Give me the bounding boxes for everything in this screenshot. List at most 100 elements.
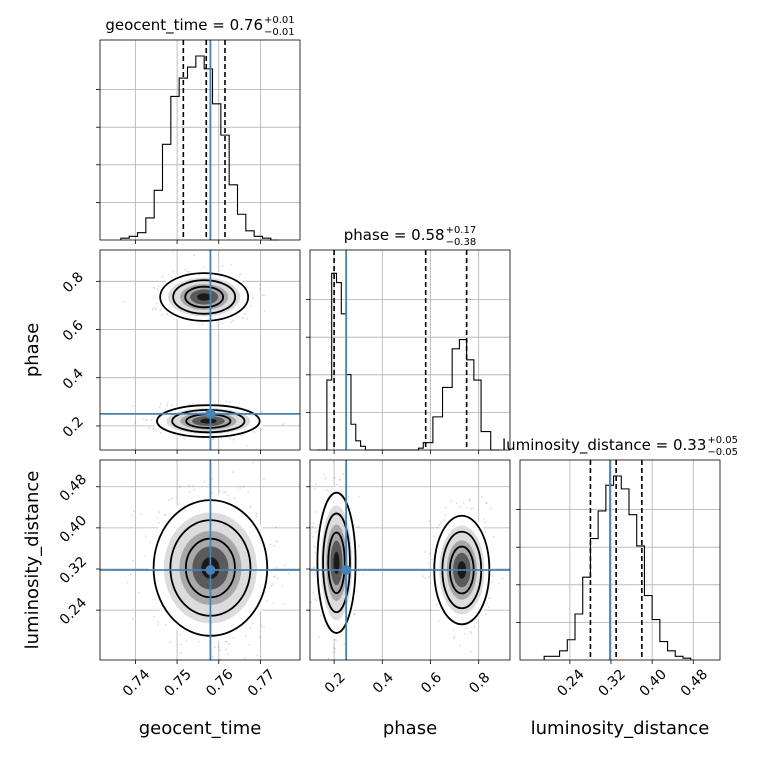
sample-point [469, 500, 471, 502]
sample-point [239, 487, 241, 489]
sample-point [145, 419, 147, 421]
x-tick-label: 0.75 [162, 666, 195, 699]
sample-point [259, 636, 261, 639]
sample-point [188, 403, 191, 406]
axes-frame [309, 249, 511, 451]
sample-point [228, 643, 230, 645]
sample-point [170, 404, 173, 407]
sample-point [189, 491, 192, 493]
sample-point [424, 577, 426, 579]
sample-point [144, 535, 147, 537]
sample-point [283, 603, 286, 605]
sample-point [325, 489, 328, 491]
sample-point [219, 490, 222, 492]
sample-point [252, 461, 254, 464]
sample-point [232, 438, 235, 441]
sample-point [183, 437, 185, 440]
sample-point [450, 500, 452, 503]
sample-point [470, 650, 472, 653]
truth-marker [205, 408, 216, 419]
sample-point [463, 633, 466, 635]
sample-point [275, 526, 277, 528]
sample-point [357, 526, 360, 528]
sample-point [249, 505, 252, 507]
sample-point [263, 310, 266, 313]
sample-point [157, 621, 159, 624]
sample-point [422, 575, 425, 577]
sample-point [247, 491, 249, 493]
sample-point [152, 428, 155, 431]
sample-point [270, 585, 273, 587]
sample-point [232, 637, 234, 640]
sample-point [470, 632, 473, 635]
title-plus: +0.01 [264, 15, 295, 26]
sample-point [491, 581, 493, 583]
sample-point [427, 561, 430, 564]
sample-point [314, 552, 317, 554]
axes-frame [309, 459, 511, 661]
sample-point [185, 640, 188, 642]
sample-point [149, 541, 152, 544]
sample-point [153, 287, 156, 289]
y-tick-label: 0.32 [57, 554, 90, 587]
density-fill [333, 551, 340, 574]
sample-point [155, 308, 157, 311]
sample-point [256, 654, 259, 657]
sample-point [261, 294, 264, 296]
sample-point [484, 613, 487, 615]
sample-point [443, 519, 445, 521]
sample-point [338, 478, 341, 481]
sample-point [129, 573, 132, 576]
scatter-panel-geocent_time-vs-phase [96, 249, 301, 454]
sample-point [465, 507, 468, 509]
contour-line [316, 491, 357, 634]
x-tick-label: 0.2 [322, 670, 349, 697]
sample-point [256, 512, 258, 515]
sample-point [219, 649, 221, 651]
sample-point [312, 567, 315, 569]
sample-point [315, 599, 318, 602]
sample-point [253, 431, 255, 434]
sample-point [315, 483, 317, 486]
sample-point [314, 566, 316, 568]
sample-point [246, 317, 249, 320]
sample-point [156, 517, 159, 519]
sample-point [269, 543, 272, 546]
contour-line [156, 404, 261, 438]
y-axis-label-phase: phase [22, 323, 43, 377]
panel-content [100, 460, 300, 660]
sample-point [221, 322, 223, 325]
sample-point [159, 431, 162, 434]
sample-point [328, 657, 330, 660]
sample-point [312, 592, 315, 594]
sample-point [132, 559, 134, 562]
sample-point [312, 522, 315, 525]
sample-point [211, 655, 214, 658]
histogram-geocent_time [120, 55, 280, 241]
title-text: luminosity_distance = 0.33 [502, 436, 706, 455]
x-axis-label-phase: phase [383, 718, 437, 739]
sample-point [470, 507, 472, 510]
title-luminosity_distance: luminosity_distance = 0.33 +0.05−0.05 [502, 435, 738, 458]
sample-point [229, 438, 231, 440]
sample-point [165, 624, 167, 626]
sample-point [239, 273, 242, 276]
sample-point [252, 297, 255, 299]
sample-point [458, 506, 461, 508]
sample-point [244, 313, 246, 315]
sample-point [490, 507, 492, 510]
sample-point [312, 525, 315, 528]
sample-point [432, 535, 435, 538]
x-tick-label: 0.24 [554, 666, 587, 699]
sample-point [324, 477, 327, 479]
sample-point [144, 555, 146, 557]
sample-point [498, 582, 500, 585]
y-tick-label: 0.24 [57, 595, 90, 628]
sample-point [274, 575, 276, 577]
sample-point [225, 648, 227, 651]
sample-point [314, 488, 317, 490]
title-phase: phase = 0.58 +0.17−0.38 [344, 225, 476, 248]
sample-point [168, 499, 170, 502]
sample-point [358, 545, 360, 547]
sample-point [311, 536, 314, 538]
